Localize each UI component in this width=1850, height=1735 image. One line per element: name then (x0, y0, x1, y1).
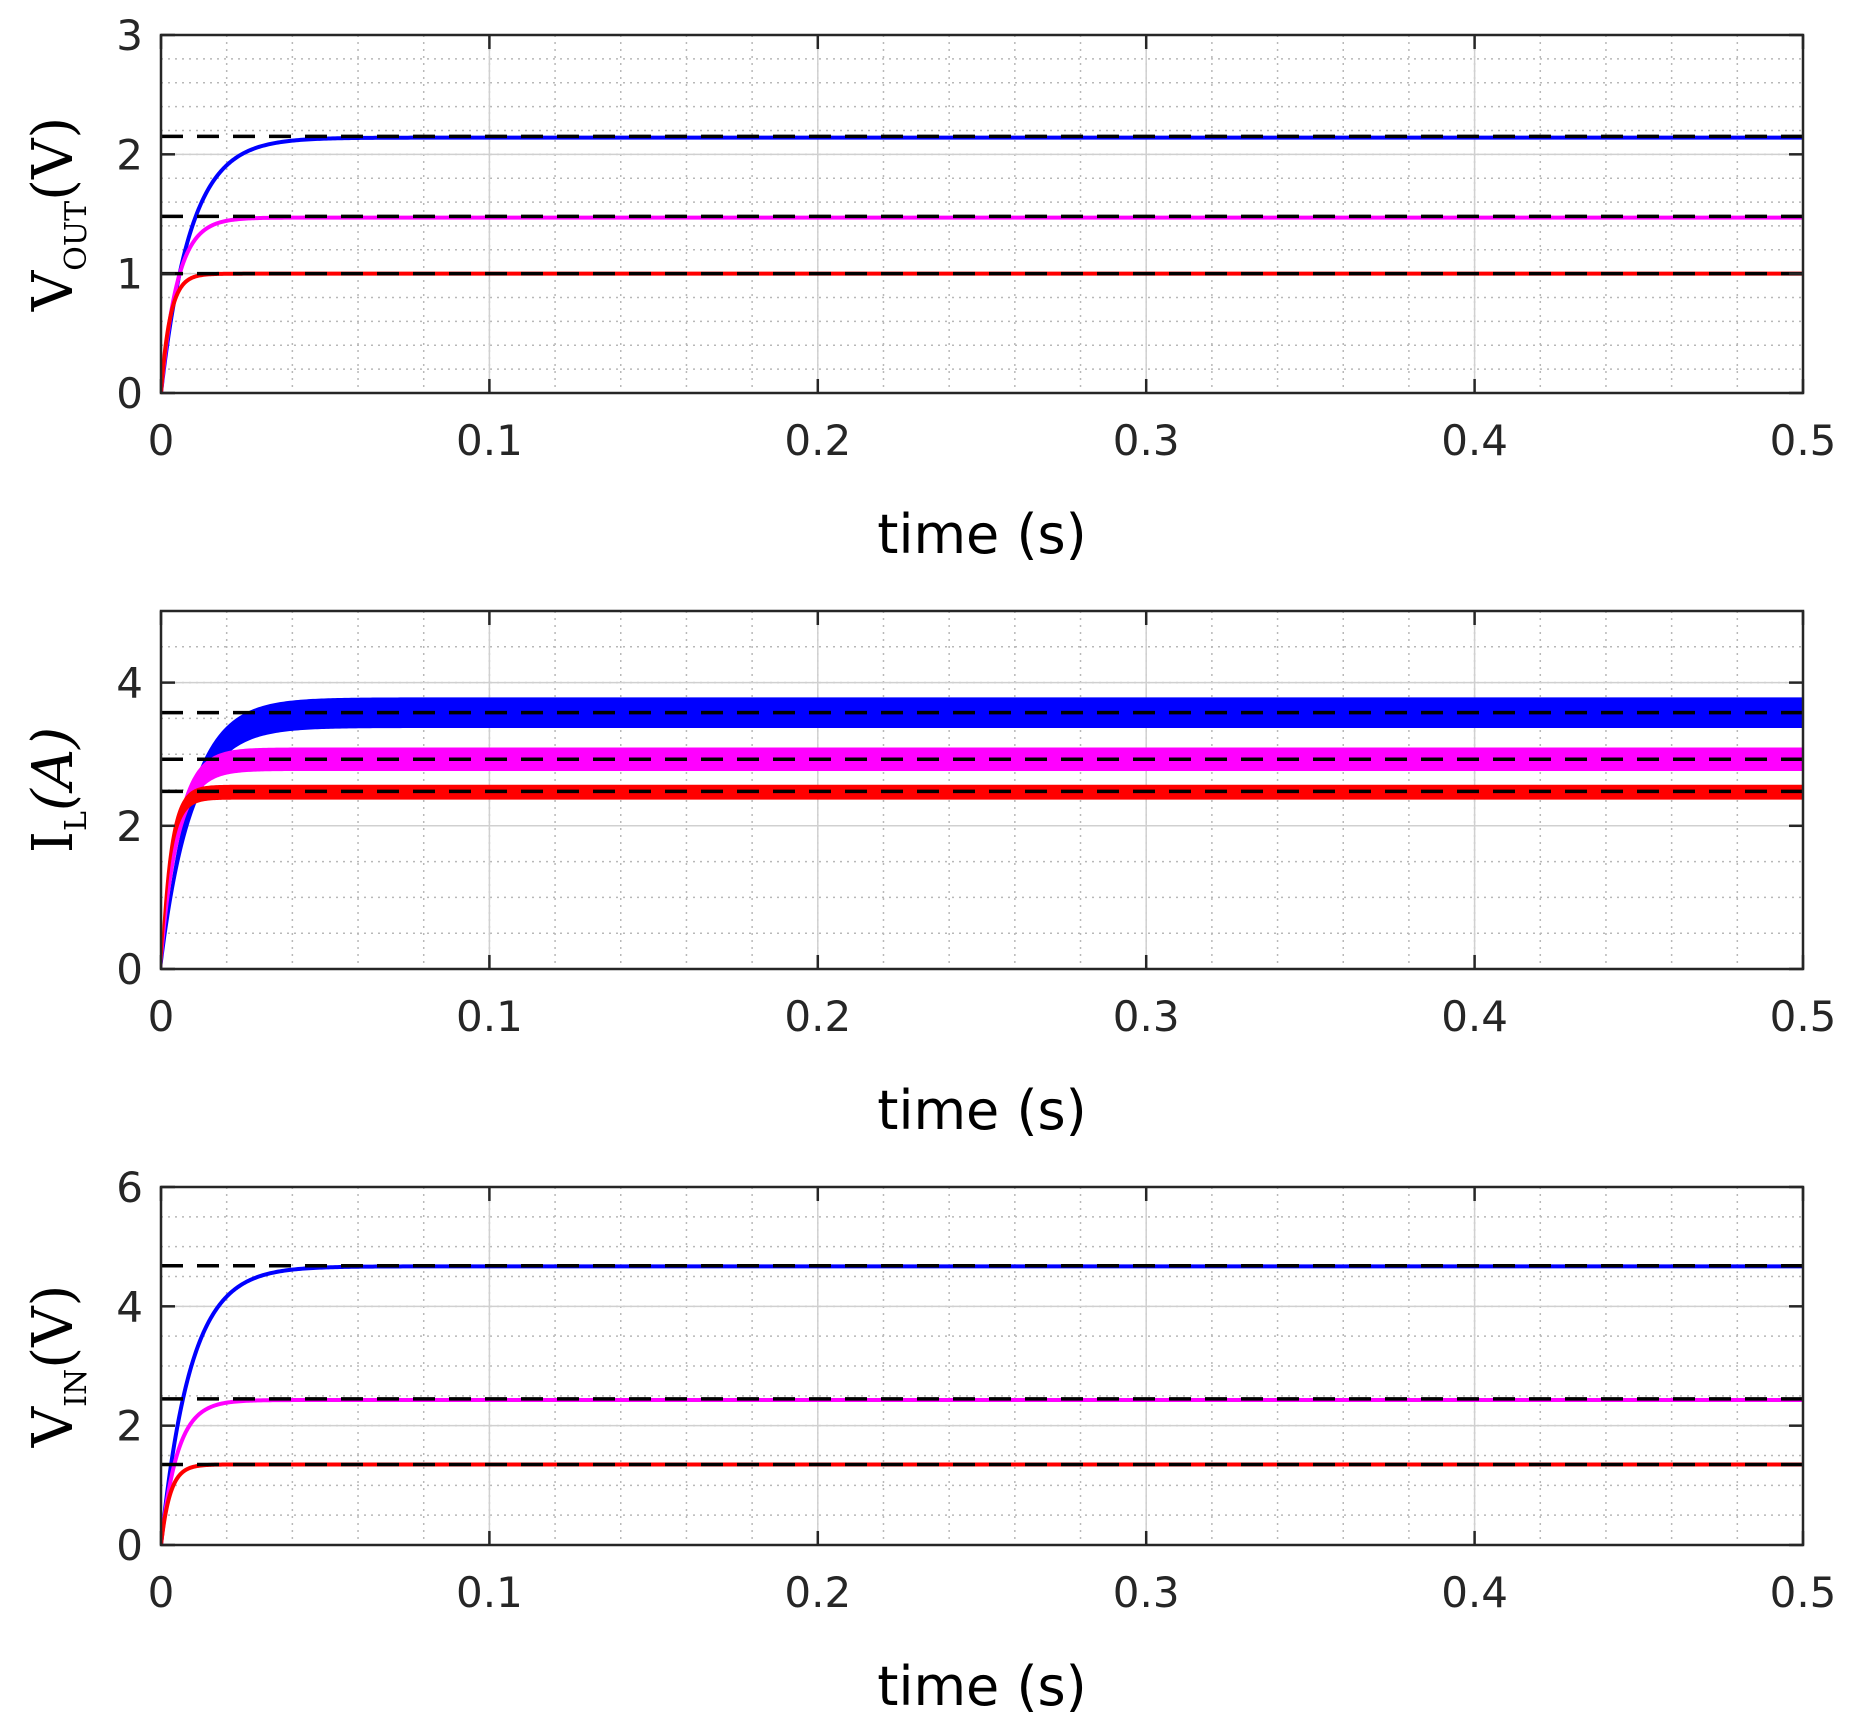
y-label-unit: (V) (21, 117, 86, 201)
y-label-main: V (21, 269, 86, 312)
x-tick-label: 0.5 (1770, 416, 1837, 465)
y-tick-label: 2 (116, 802, 143, 851)
y-tick-label: 4 (116, 659, 143, 708)
x-tick-label: 0 (148, 1568, 175, 1617)
x-tick-label: 0.4 (1441, 1568, 1508, 1617)
axes-box (159, 33, 1805, 395)
x-tick-label: 0.3 (1113, 992, 1180, 1041)
x-tick-label: 0.1 (456, 992, 523, 1041)
x-axis-label: time (s) (877, 503, 1086, 566)
y-label-subscript: L (59, 811, 94, 831)
y-tick-label: 1 (116, 250, 143, 299)
x-tick-label: 0.5 (1770, 992, 1837, 1041)
y-label-subscript: OUT (59, 201, 94, 271)
x-tick-label: 0.2 (784, 1568, 851, 1617)
y-tick-label: 6 (116, 1163, 143, 1212)
x-tick-label: 0.5 (1770, 1568, 1837, 1617)
y-label-subscript: IN (59, 1369, 94, 1407)
series-group (161, 1264, 1803, 1545)
x-tick-label: 0.3 (1113, 416, 1180, 465)
y-tick-label: 0 (116, 945, 143, 994)
plot-area (161, 35, 1803, 393)
x-tick-label: 0.2 (784, 416, 851, 465)
axes-box (159, 1185, 1805, 1547)
y-tick-label: 0 (116, 369, 143, 418)
series-blue-band (161, 697, 1803, 969)
x-axis-label: time (s) (877, 1655, 1086, 1718)
x-axis-label: time (s) (877, 1079, 1086, 1142)
axes-box (159, 609, 1805, 971)
x-tick-label: 0.4 (1441, 416, 1508, 465)
series-group (161, 134, 1803, 393)
svg-text:IL(A): IL(A) (21, 727, 94, 853)
y-tick-label: 4 (116, 1282, 143, 1331)
x-tick-label: 0.3 (1113, 1568, 1180, 1617)
chart-panel-2: 0 0.1 0.2 0.3 0.4 0.5 0 2 4 time (s) IL(A) (21, 609, 1837, 1142)
series-group (161, 697, 1803, 969)
y-axis-label: IL(A) (21, 727, 94, 853)
y-tick-label: 3 (116, 11, 143, 60)
y-label-main: I (21, 831, 86, 853)
x-tick-label: 0 (148, 416, 175, 465)
y-label-unit: (A) (21, 727, 86, 811)
svg-text:VIN(V): VIN(V) (21, 1285, 94, 1449)
x-tick-label: 0.2 (784, 992, 851, 1041)
series-red-band (161, 784, 1803, 969)
x-tick-label: 0.4 (1441, 992, 1508, 1041)
series-magenta-band (161, 747, 1803, 969)
y-tick-label: 0 (116, 1521, 143, 1570)
svg-text:VOUT(V): VOUT(V) (21, 117, 94, 312)
y-label-main: V (21, 1405, 86, 1448)
x-tick-label: 0.1 (456, 1568, 523, 1617)
x-tick-label: 0.1 (456, 416, 523, 465)
y-tick-label: 2 (116, 130, 143, 179)
y-tick-label: 2 (116, 1402, 143, 1451)
x-tick-label: 0 (148, 992, 175, 1041)
y-axis-label: VOUT(V) (21, 117, 94, 312)
chart-panel-1: 0 0.1 0.2 0.3 0.4 0.5 0 1 2 3 time (s) VOUT(V) (21, 11, 1836, 566)
y-label-unit: (V) (21, 1285, 86, 1369)
y-axis-label: VIN(V) (21, 1285, 94, 1449)
chart-panel-3: 0 0.1 0.2 0.3 0.4 0.5 0 2 4 6 time (s) VIN(V) (21, 1163, 1836, 1718)
